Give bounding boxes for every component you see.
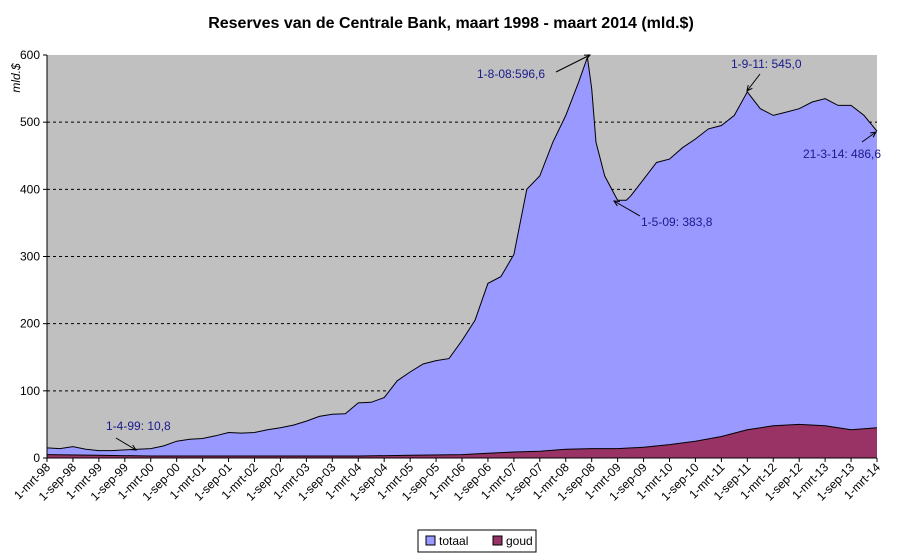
series-areas (46, 57, 878, 459)
annotation-arrow (746, 73, 761, 92)
annotation-arrow (861, 131, 877, 143)
annotation-arrowhead (613, 200, 621, 207)
annotation-arrow (115, 437, 137, 451)
area-series-goud (47, 424, 877, 458)
annotation-arrow (613, 200, 641, 217)
line-series-goud (46, 423, 878, 457)
x-axis-ticks: 1-mrt-981-sep-981-mrt-991-sep-991-mrt-00… (11, 458, 883, 504)
annotation-arrowhead (746, 85, 753, 92)
chart-title: Reserves van de Centrale Bank, maart 199… (208, 15, 694, 32)
y-axis-ticks: 0 100 200 300 400 500 600 (20, 48, 47, 465)
legend: totaal goud (417, 529, 537, 553)
y-axis-label: mld.$ (9, 63, 23, 93)
annotations: 1-4-99: 10,8 1-8-08:596,6 1-5-09: 383,8 1-9… (106, 54, 881, 451)
annotation-label: 21-3-14: 486,6 (803, 147, 881, 161)
y-tick-label: 400 (20, 182, 40, 196)
legend-swatch-totaal (425, 535, 436, 546)
legend-label-totaal: totaal (439, 534, 468, 548)
annotation-arrow (555, 54, 591, 73)
y-tick-label: 0 (33, 451, 40, 465)
annotation-arrowhead (583, 54, 592, 61)
annotation-label: 1-8-08:596,6 (477, 67, 545, 81)
legend-swatch-goud (492, 535, 503, 546)
y-tick-label: 500 (20, 115, 40, 129)
legend-label-goud: goud (506, 534, 533, 548)
y-tick-label: 100 (20, 384, 40, 398)
legend-box (417, 529, 537, 553)
annotation-label: 1-5-09: 383,8 (641, 215, 713, 229)
line-series-totaal (46, 57, 878, 452)
annotation-arrowhead (870, 131, 877, 138)
y-tick-label: 600 (20, 48, 40, 62)
y-tick-label: 200 (20, 317, 40, 331)
annotation-label: 1-9-11: 545,0 (731, 57, 802, 71)
area-series-totaal (47, 57, 877, 459)
annotation-label: 1-4-99: 10,8 (106, 419, 171, 433)
annotation-arrowhead (129, 444, 137, 451)
y-tick-label: 300 (20, 250, 40, 264)
